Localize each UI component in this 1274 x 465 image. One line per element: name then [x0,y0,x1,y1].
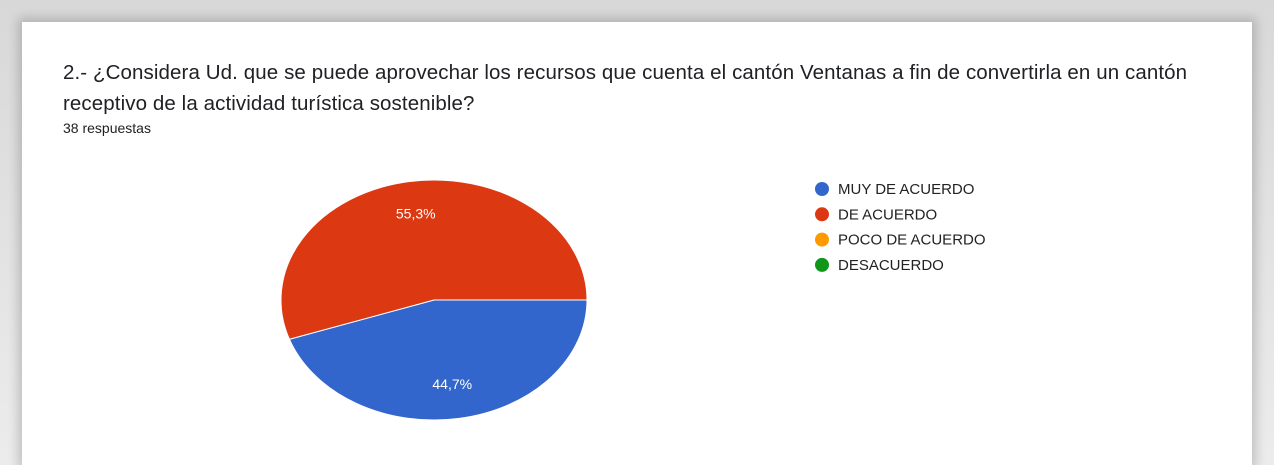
chart-subtitle: 38 respuestas [63,120,151,136]
card: 2.- ¿Considera Ud. que se puede aprovech… [22,22,1252,465]
chart-title: 2.- ¿Considera Ud. que se puede aprovech… [63,61,1188,115]
slice-label: 55,3% [396,205,436,221]
legend-swatch [815,232,829,247]
legend-label: POCO DE ACUERDO [838,232,986,249]
legend-swatch [815,207,829,222]
legend-swatch [815,182,829,196]
pie-slice [288,299,588,421]
legend-swatch [815,257,829,272]
slice-label: 44,7% [432,376,472,392]
legend-label: DESACUERDO [838,257,944,274]
pie-slice [280,179,588,340]
legend-label: DE ACUERDO [838,206,937,223]
legend-label: MUY DE ACUERDO [838,181,974,198]
